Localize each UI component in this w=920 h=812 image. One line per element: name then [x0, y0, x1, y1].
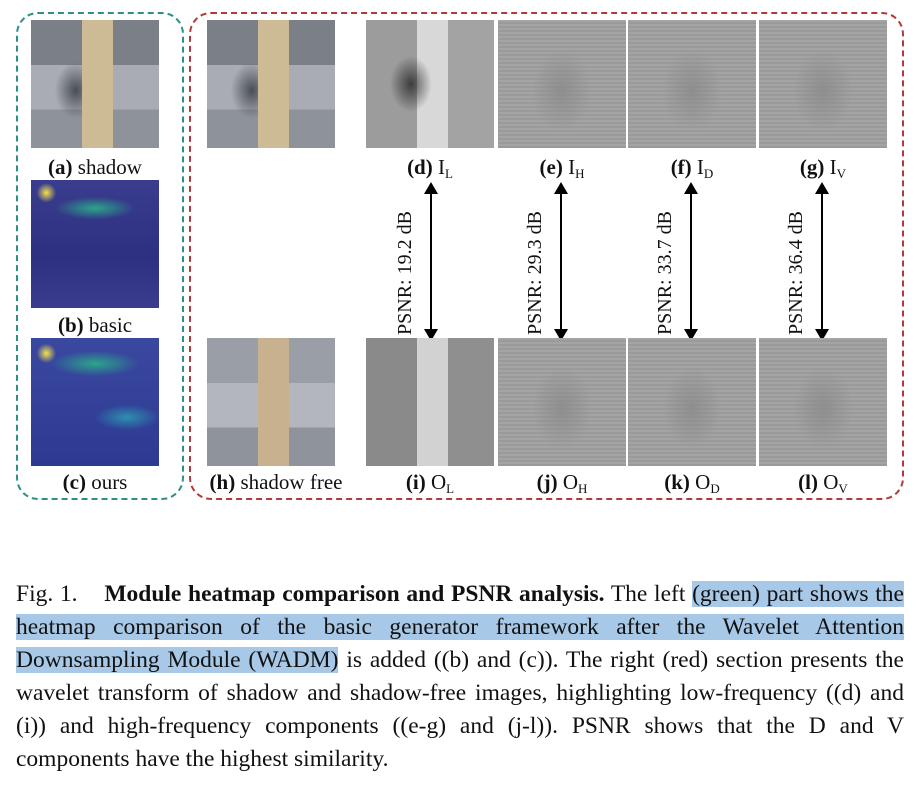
caption-c: (c) ours	[62, 470, 128, 494]
caption-f: (f) ID	[670, 155, 714, 181]
caption-d: (d) IL	[407, 155, 453, 181]
caption-i: (i) OL	[405, 470, 455, 496]
psnr-H: PSNR: 29.3 dB	[524, 211, 546, 335]
shadow-input-image	[207, 20, 335, 148]
caption-a: (a) shadow	[48, 155, 142, 179]
figure-label: Fig. 1.	[16, 581, 78, 607]
image-O-H	[498, 338, 626, 466]
image-O-L	[366, 338, 494, 466]
left-panel-green	[16, 12, 184, 500]
caption-e: (e) IH	[539, 155, 585, 181]
psnr-V: PSNR: 36.4 dB	[785, 211, 807, 335]
figure-caption: Fig. 1. Module heatmap comparison and PS…	[16, 581, 904, 772]
caption-l: (l) OV	[798, 470, 848, 496]
image-O-V	[759, 338, 887, 466]
figure-title: Module heatmap comparison and PSNR analy…	[104, 581, 605, 607]
image-I-H	[498, 20, 626, 148]
caption-b: (b) basic	[57, 313, 133, 337]
psnr-arrow-H	[554, 182, 568, 341]
shadow-free-image	[207, 338, 335, 466]
caption-h: (h) shadow free	[209, 470, 343, 494]
psnr-arrow-L	[424, 182, 438, 341]
psnr-arrow-D	[684, 182, 698, 341]
image-I-V	[759, 20, 887, 148]
caption-g: (g) IV	[799, 155, 847, 181]
psnr-arrow-V	[815, 182, 829, 341]
heatmap-ours	[31, 338, 159, 466]
shadow-image	[31, 20, 159, 148]
right-panel-red	[189, 12, 904, 500]
heatmap-basic	[31, 180, 159, 308]
image-I-D	[628, 20, 756, 148]
caption-j: (j) OH	[536, 470, 588, 496]
psnr-L: PSNR: 19.2 dB	[394, 211, 416, 335]
image-O-D	[628, 338, 756, 466]
psnr-D: PSNR: 33.7 dB	[654, 211, 676, 335]
image-I-L	[366, 20, 494, 148]
caption-k: (k) OD	[664, 470, 720, 496]
